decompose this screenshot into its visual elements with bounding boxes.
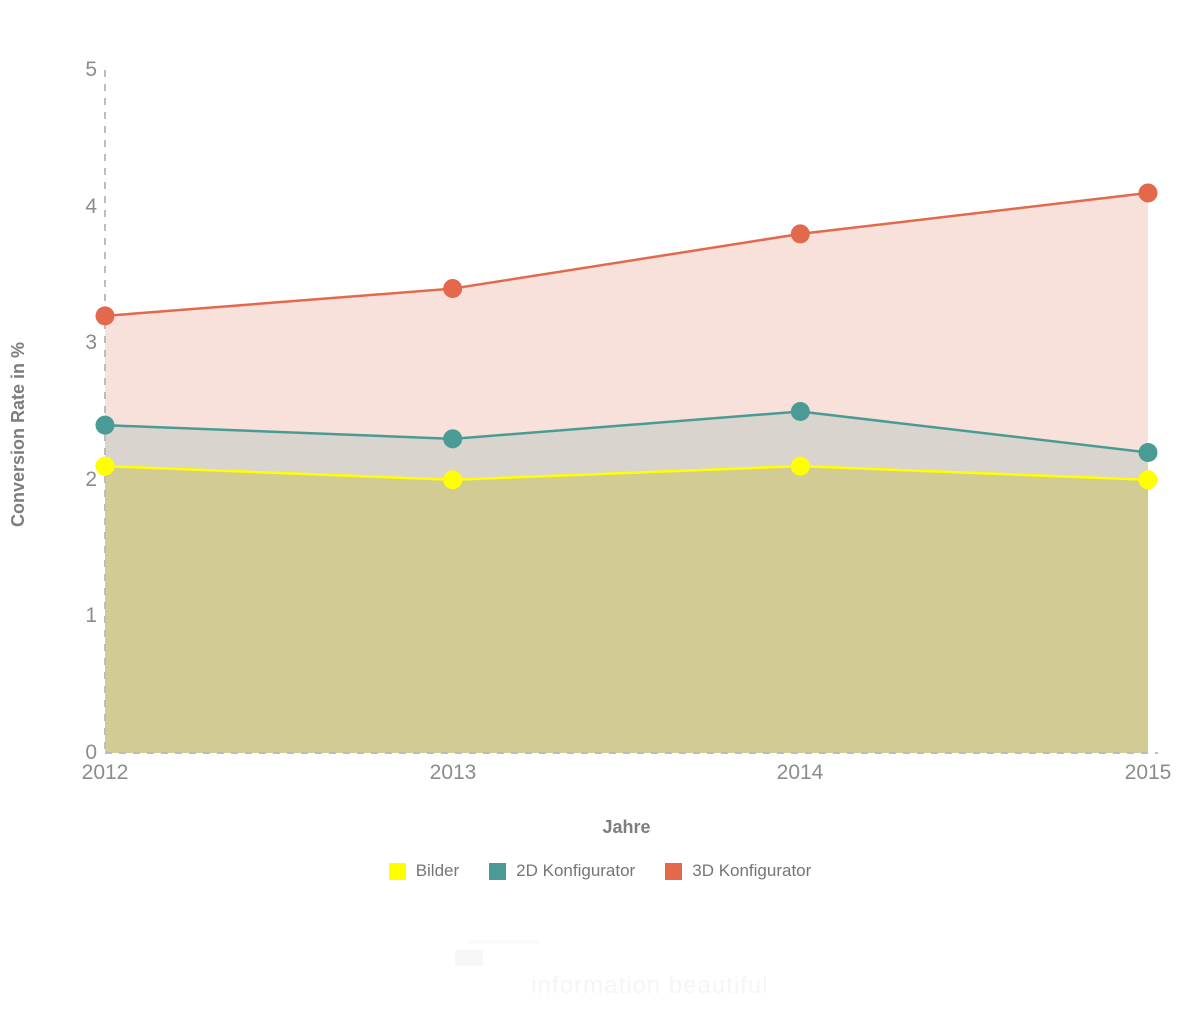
legend-swatch-2d-konfigurator [489, 862, 507, 880]
legend-label: 3D Konfigurator [692, 861, 812, 880]
y-tick-label: 3 [85, 331, 97, 354]
legend-label: Bilder [415, 861, 460, 880]
watermark-logo [455, 950, 483, 966]
y-tick-label: 1 [85, 604, 97, 627]
x-tick-label: 2012 [81, 761, 129, 784]
legend-item-bilder: Bilder [388, 861, 460, 881]
y-tick-label: 2 [85, 468, 97, 491]
watermark-microtext [468, 940, 538, 944]
legend-swatch-bilder [388, 862, 406, 880]
x-tick-label: 2013 [429, 761, 477, 784]
watermark-tagline: information beautiful [531, 972, 769, 999]
x-tick-label: 2015 [1124, 761, 1172, 784]
y-tick-label: 5 [85, 58, 97, 81]
x-tick-label: 2014 [776, 761, 824, 784]
legend-label: 2D Konfigurator [516, 861, 636, 880]
legend-item-3d-konfigurator: 3D Konfigurator [665, 861, 811, 881]
y-axis-title: Conversion Rate in % [8, 341, 28, 527]
legend-item-2d-konfigurator: 2D Konfigurator [489, 861, 635, 881]
y-tick-label: 0 [85, 741, 97, 764]
legend-swatch-3d-konfigurator [665, 862, 683, 880]
y-tick-label: 4 [85, 195, 97, 218]
x-axis-title: Jahre [602, 817, 651, 837]
legend: Bilder 2D Konfigurator 3D Konfigurator [0, 861, 1200, 881]
